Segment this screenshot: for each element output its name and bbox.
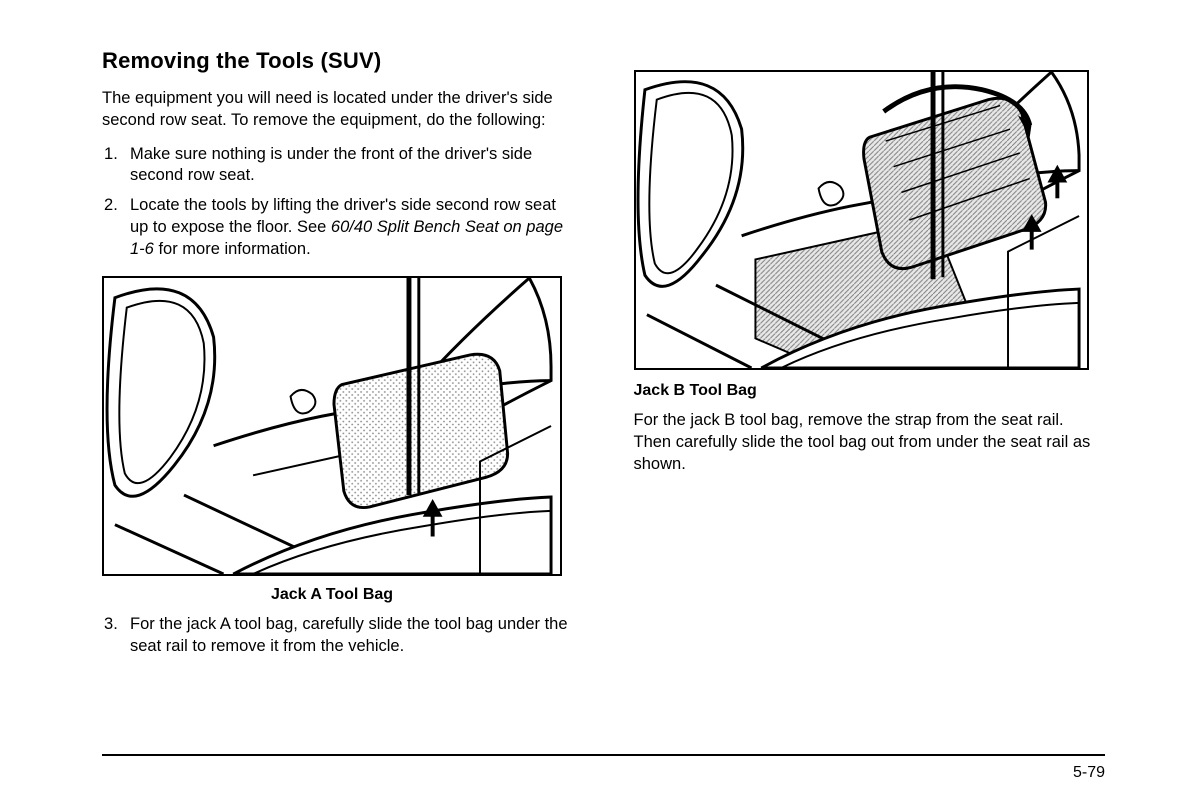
intro-paragraph: The equipment you will need is located u…: [102, 88, 574, 132]
footer-rule: [102, 754, 1105, 756]
step-2: Locate the tools by lifting the driver's…: [124, 195, 574, 260]
page-number: 5-79: [1073, 764, 1105, 782]
steps-list: Make sure nothing is under the front of …: [102, 144, 574, 269]
figure-a-caption: Jack A Tool Bag: [102, 586, 562, 604]
right-column: Jack B Tool Bag For the jack B tool bag,…: [634, 48, 1106, 666]
step-1: Make sure nothing is under the front of …: [124, 144, 574, 188]
step-2-text-b: for more information.: [154, 240, 311, 258]
jack-a-illustration: [104, 278, 560, 574]
section-heading: Removing the Tools (SUV): [102, 48, 574, 74]
figure-b-caption: Jack B Tool Bag: [634, 382, 1106, 400]
jack-b-illustration: [636, 72, 1087, 368]
figure-b-paragraph: For the jack B tool bag, remove the stra…: [634, 410, 1106, 475]
manual-page: Removing the Tools (SUV) The equipment y…: [0, 0, 1200, 696]
step-3: For the jack A tool bag, carefully slide…: [124, 614, 574, 658]
steps-list-continued: For the jack A tool bag, carefully slide…: [102, 614, 574, 666]
figure-jack-b: [634, 70, 1089, 370]
figure-jack-a: [102, 276, 562, 576]
left-column: Removing the Tools (SUV) The equipment y…: [102, 48, 574, 666]
